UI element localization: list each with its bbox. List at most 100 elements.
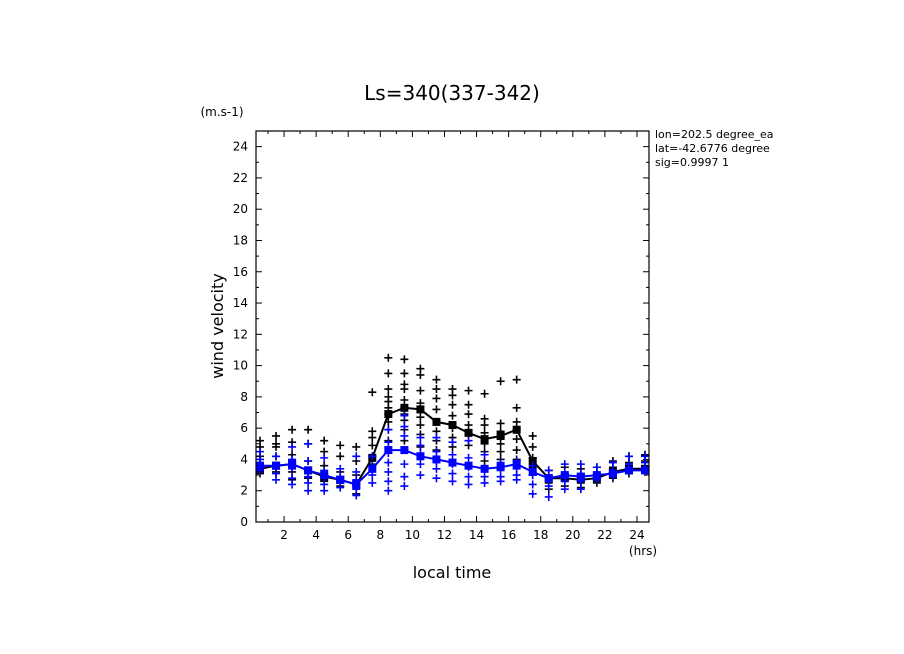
mean-marker <box>528 467 537 476</box>
mean-marker <box>608 469 617 478</box>
scatter-point <box>288 442 297 451</box>
scatter-point <box>528 431 537 440</box>
mean-marker <box>400 403 409 412</box>
scatter-point <box>368 441 377 450</box>
scatter-point <box>448 391 457 400</box>
scatter-point <box>560 485 569 494</box>
scatter-point <box>432 394 441 403</box>
scatter-point <box>304 457 313 466</box>
scatter-point <box>272 431 281 440</box>
scatter-point <box>400 396 409 405</box>
scatter-point <box>384 438 393 447</box>
scatter-point <box>608 458 617 467</box>
scatter-point <box>400 355 409 364</box>
scatter-point <box>368 388 377 397</box>
scatter-point <box>432 375 441 384</box>
y-tick-label: 14 <box>233 296 248 310</box>
scatter-point <box>416 460 425 469</box>
y-tick-label: 4 <box>240 452 248 466</box>
scatter-point <box>336 441 345 450</box>
scatter-point <box>496 447 505 456</box>
y-tick-label: 18 <box>233 233 248 247</box>
scatter-point <box>416 370 425 379</box>
scatter-point <box>640 458 649 467</box>
scatter-point <box>256 436 265 445</box>
scatter-point <box>384 353 393 362</box>
scatter-point <box>320 453 329 462</box>
scatter-point <box>400 385 409 394</box>
scatter-point <box>464 400 473 409</box>
mean-marker <box>512 425 521 434</box>
scatter-point <box>448 450 457 459</box>
scatter-point <box>512 435 521 444</box>
scatter-point <box>544 492 553 501</box>
scatter-point <box>480 421 489 430</box>
scatter-point <box>496 477 505 486</box>
scatter-point <box>416 471 425 480</box>
x-tick-label: 10 <box>405 528 420 542</box>
x-axis-label: local time <box>413 563 492 582</box>
x-tick-label: 18 <box>533 528 548 542</box>
scatter-point <box>464 386 473 395</box>
mean-marker <box>432 455 441 464</box>
scatter-point <box>416 413 425 422</box>
mean-marker <box>528 457 537 466</box>
scatter-point <box>464 436 473 445</box>
scatter-point <box>416 433 425 442</box>
x-tick-label: 6 <box>344 528 352 542</box>
mean-marker <box>448 458 457 467</box>
scatter-point <box>288 480 297 489</box>
scatter-point <box>576 485 585 494</box>
mean-marker <box>448 421 457 430</box>
y-unit-label: (m.s-1) <box>200 105 243 119</box>
mean-marker <box>496 431 505 440</box>
scatter-point <box>528 489 537 498</box>
x-tick-label: 8 <box>376 528 384 542</box>
scatter-point <box>464 472 473 481</box>
mean-marker <box>304 466 313 475</box>
scatter-point <box>432 385 441 394</box>
mean-marker <box>624 466 633 475</box>
mean-marker <box>336 475 345 484</box>
scatter-point <box>384 477 393 486</box>
mean-marker <box>368 464 377 473</box>
scatter-point <box>304 478 313 487</box>
y-tick-label: 6 <box>240 421 248 435</box>
y-tick-label: 22 <box>233 171 248 185</box>
scatter-point <box>384 486 393 495</box>
mean-marker <box>416 405 425 414</box>
x-tick-label: 22 <box>597 528 612 542</box>
scatter-point <box>368 452 377 461</box>
y-tick-label: 12 <box>233 327 248 341</box>
scatter-point <box>512 446 521 455</box>
scatter-point <box>336 483 345 492</box>
y-tick-label: 10 <box>233 359 248 373</box>
y-tick-label: 24 <box>233 140 248 154</box>
scatter-point <box>448 411 457 420</box>
x-tick-label: 14 <box>469 528 484 542</box>
scatter-point <box>304 486 313 495</box>
mean-marker <box>416 452 425 461</box>
x-tick-label: 4 <box>312 528 320 542</box>
scatter-point <box>432 405 441 414</box>
scatter-point <box>512 403 521 412</box>
annotation-sig: sig=0.9997 1 <box>655 156 729 169</box>
scatter-point <box>496 439 505 448</box>
mean-marker <box>576 472 585 481</box>
scatter-point <box>256 447 265 456</box>
scatter-point <box>480 450 489 459</box>
mean-marker <box>432 417 441 426</box>
scatter-point <box>352 442 361 451</box>
scatter-point <box>320 486 329 495</box>
scatter-point <box>416 386 425 395</box>
scatter-point <box>368 478 377 487</box>
mean-marker <box>496 463 505 472</box>
data-marks-group <box>256 353 649 501</box>
scatter-point <box>272 439 281 448</box>
mean-marker <box>560 471 569 480</box>
scatter-point <box>384 458 393 467</box>
x-tick-label: 12 <box>437 528 452 542</box>
mean-marker <box>288 460 297 469</box>
